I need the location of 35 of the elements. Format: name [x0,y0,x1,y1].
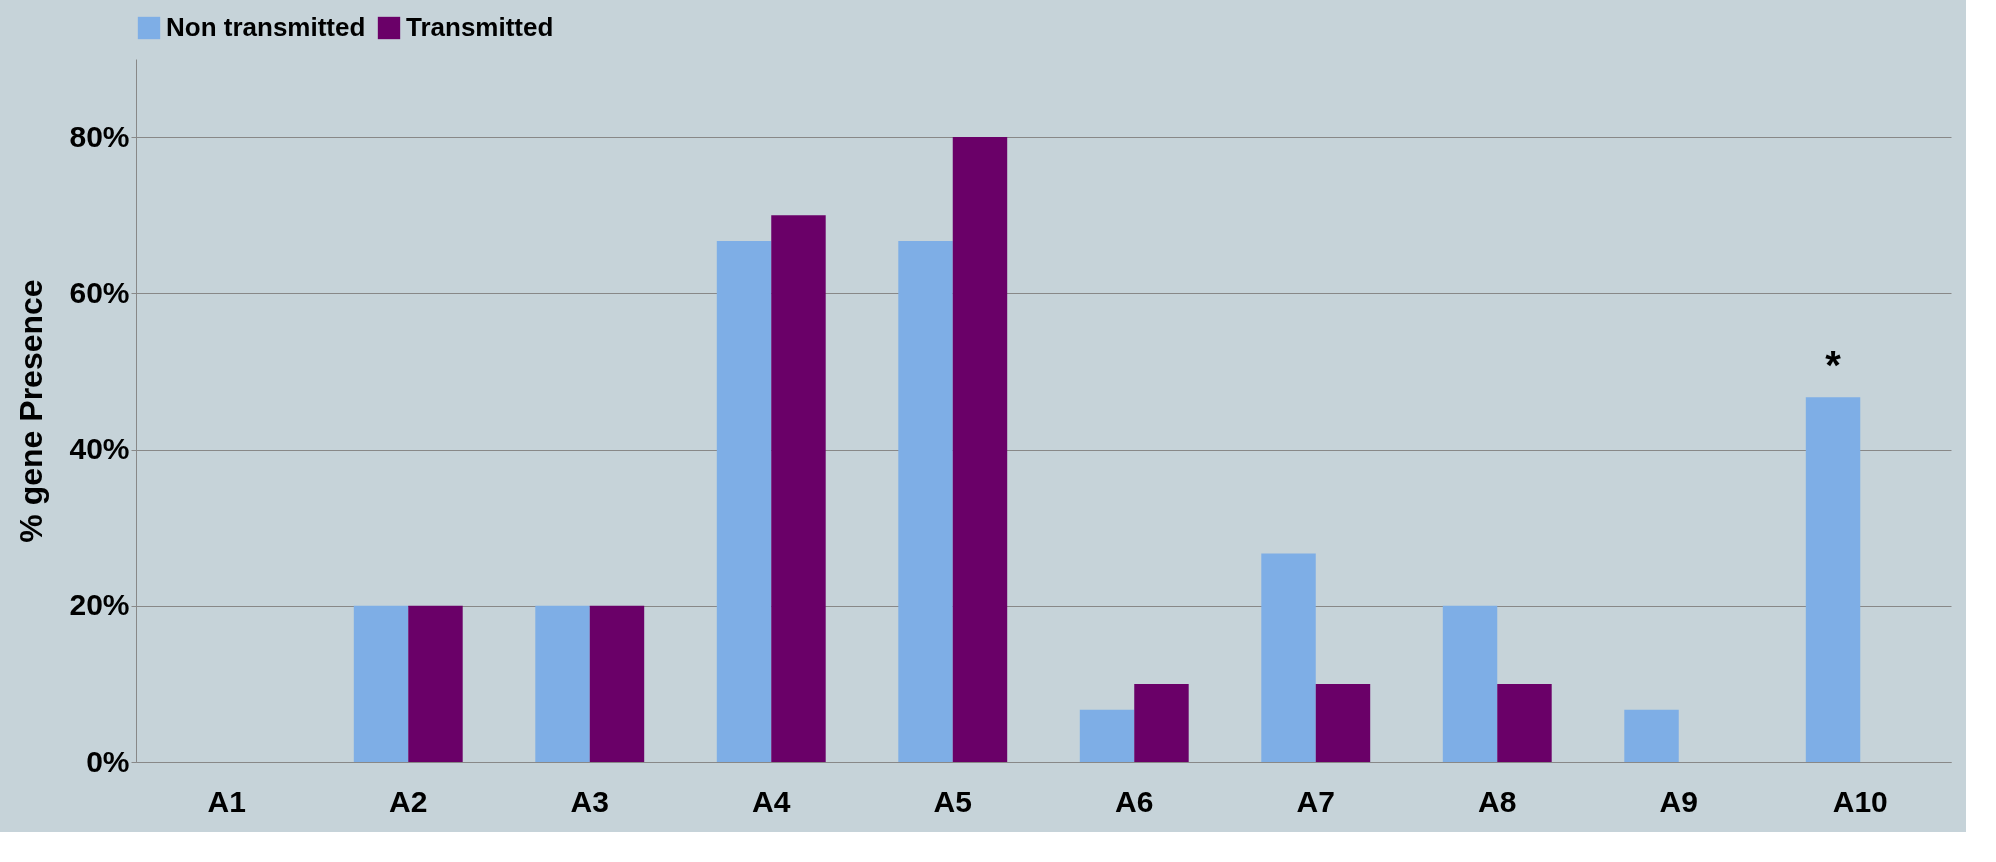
x-tick-label: A4 [752,784,791,818]
bar [1624,709,1679,762]
bar [353,605,409,762]
bar [1079,709,1135,762]
bar [1442,605,1498,762]
legend-label: Non transmitted [166,12,366,42]
bar [408,605,463,762]
y-tick-label: 0% [86,744,130,778]
bar [898,241,953,762]
bar [1315,683,1371,762]
bar [716,241,772,762]
bar [1134,683,1189,762]
bar [952,137,1008,762]
legend-label: Transmitted [406,12,554,42]
x-tick-label: A5 [933,784,972,818]
x-tick-label: A6 [1115,784,1154,818]
x-tick-label: A8 [1478,784,1517,818]
x-tick-label: A3 [570,784,609,818]
y-tick-label: 20% [69,588,130,622]
bar [771,215,826,762]
bar [1805,397,1861,762]
x-tick-label: A2 [389,784,428,818]
y-tick-label: 60% [69,275,130,309]
y-tick-label: 80% [69,119,130,153]
bar [1497,683,1552,762]
x-tick-label: A7 [1296,784,1335,818]
bar [589,605,645,762]
y-axis-title: % gene Presence [13,279,50,543]
y-tick-label: 40% [69,432,130,466]
bar [1261,553,1316,762]
x-tick-label: A10 [1832,784,1888,818]
x-tick-label: A9 [1659,784,1698,818]
annotation: * [1825,343,1842,388]
bar [535,605,590,762]
x-tick-label: A1 [207,784,246,818]
